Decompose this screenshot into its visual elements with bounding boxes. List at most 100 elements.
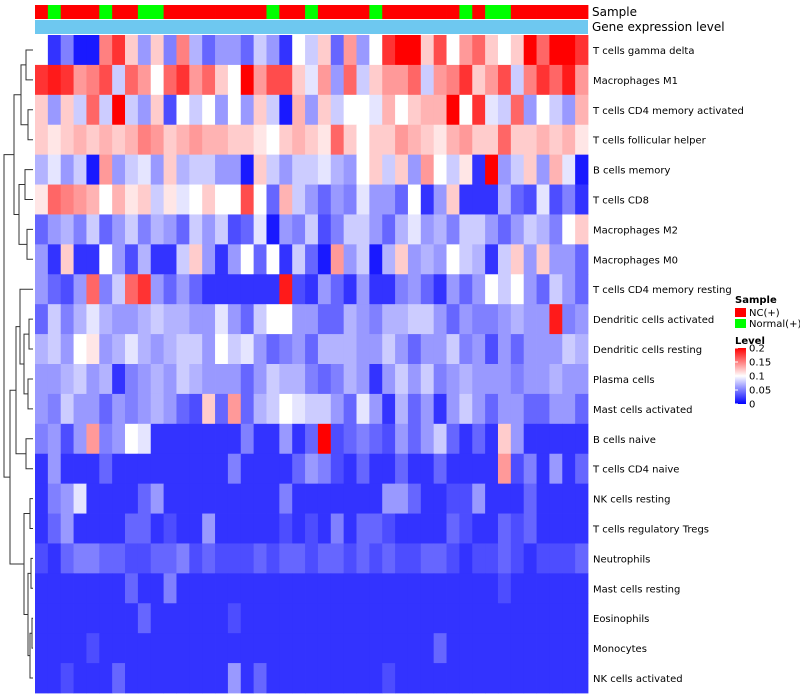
heatmap-cell bbox=[47, 35, 62, 66]
heatmap-cell bbox=[35, 663, 49, 694]
heatmap-cell bbox=[137, 214, 152, 245]
heatmap-cell bbox=[330, 543, 345, 574]
heatmap-cell bbox=[382, 304, 396, 335]
heatmap-cell bbox=[549, 64, 563, 96]
heatmap-cell bbox=[279, 453, 293, 485]
heatmap-cell bbox=[292, 513, 306, 544]
heatmap-cell bbox=[497, 94, 512, 126]
heatmap-cell bbox=[497, 543, 512, 574]
sample-annotation-cell bbox=[86, 5, 100, 19]
heatmap-cell bbox=[73, 304, 87, 335]
heatmap-cell bbox=[369, 214, 383, 245]
heatmap-cell bbox=[459, 244, 473, 275]
heatmap-cell bbox=[47, 483, 62, 514]
heatmap-cell bbox=[99, 483, 113, 514]
heatmap-cell bbox=[163, 663, 177, 694]
heatmap-cell bbox=[395, 94, 409, 126]
heatmap-cell bbox=[523, 603, 537, 634]
heatmap-cell bbox=[125, 483, 139, 514]
heatmap-cell bbox=[305, 184, 319, 215]
heatmap-cell bbox=[562, 603, 576, 634]
heatmap-cell bbox=[420, 304, 435, 335]
heatmap-cell bbox=[485, 603, 499, 634]
heatmap-cell bbox=[215, 154, 229, 185]
heatmap-cell bbox=[137, 633, 152, 664]
heatmap-cell bbox=[562, 124, 576, 156]
heatmap-cell bbox=[549, 633, 563, 664]
heatmap-cell bbox=[562, 663, 576, 694]
heatmap-cell bbox=[330, 304, 345, 335]
heatmap-cell bbox=[459, 543, 473, 574]
heatmap-cell bbox=[292, 453, 306, 485]
heatmap-cell bbox=[472, 304, 486, 335]
heatmap-cell bbox=[485, 35, 499, 66]
sample-annotation-cell bbox=[369, 5, 383, 19]
heatmap-cell bbox=[497, 633, 512, 664]
heatmap-cell bbox=[99, 453, 113, 485]
heatmap-cell bbox=[279, 633, 293, 664]
heatmap-cell bbox=[382, 573, 396, 604]
heatmap-cell bbox=[99, 244, 113, 275]
heatmap-cell bbox=[472, 124, 486, 156]
heatmap-cell bbox=[330, 423, 345, 455]
sample-annotation-cell bbox=[420, 5, 435, 19]
heatmap-cell bbox=[575, 633, 589, 664]
heatmap-cell bbox=[395, 513, 409, 544]
heatmap-cell bbox=[163, 573, 177, 604]
sample-annotation-cell bbox=[35, 5, 49, 19]
heatmap-cell bbox=[433, 184, 447, 215]
heatmap-cell bbox=[472, 334, 486, 365]
heatmap-cell bbox=[510, 573, 525, 604]
heatmap-cell bbox=[420, 453, 435, 485]
heatmap-cell bbox=[47, 663, 62, 694]
heatmap-cell bbox=[510, 334, 525, 365]
heatmap-cell bbox=[292, 244, 306, 275]
expression-annotation-bar bbox=[35, 20, 588, 34]
heatmap-cell bbox=[575, 513, 589, 544]
sample-annotation-cell bbox=[575, 5, 589, 19]
heatmap-cell bbox=[125, 214, 139, 245]
heatmap-cell bbox=[227, 513, 242, 544]
heatmap-cell bbox=[253, 364, 267, 395]
heatmap-cell bbox=[125, 393, 139, 425]
heatmap-cell bbox=[227, 573, 242, 604]
heatmap-cell bbox=[369, 513, 383, 544]
heatmap-cell bbox=[35, 483, 49, 514]
heatmap-cell bbox=[73, 214, 87, 245]
heatmap-cell bbox=[433, 573, 447, 604]
row-label: NK cells activated bbox=[593, 674, 683, 685]
heatmap-cell bbox=[112, 633, 126, 664]
heatmap-cell bbox=[330, 663, 345, 694]
heatmap-cell bbox=[189, 483, 203, 514]
heatmap-cell bbox=[523, 513, 537, 544]
heatmap-cell bbox=[35, 423, 49, 455]
legend-swatch-nc bbox=[735, 308, 746, 317]
heatmap-cell bbox=[125, 603, 139, 634]
heatmap-cell bbox=[150, 184, 164, 215]
heatmap-cell bbox=[189, 184, 203, 215]
heatmap-cell bbox=[459, 663, 473, 694]
heatmap-cell bbox=[549, 35, 563, 66]
heatmap-cell bbox=[485, 334, 499, 365]
heatmap-cell bbox=[189, 633, 203, 664]
heatmap-cell bbox=[176, 35, 190, 66]
heatmap-cell bbox=[202, 603, 216, 634]
heatmap-cell bbox=[86, 214, 100, 245]
heatmap-cell bbox=[497, 64, 512, 96]
heatmap-cell bbox=[292, 663, 306, 694]
heatmap-cell bbox=[266, 423, 280, 455]
heatmap-cell bbox=[497, 513, 512, 544]
heatmap-cell bbox=[292, 334, 306, 365]
heatmap-cell bbox=[305, 453, 319, 485]
heatmap-cell bbox=[279, 244, 293, 275]
heatmap-cell bbox=[292, 573, 306, 604]
heatmap-cell bbox=[356, 35, 370, 66]
heatmap-cell bbox=[112, 603, 126, 634]
heatmap-cell bbox=[575, 423, 589, 455]
heatmap-cell bbox=[575, 603, 589, 634]
heatmap-cell bbox=[163, 244, 177, 275]
heatmap-cell bbox=[176, 513, 190, 544]
heatmap-cell bbox=[227, 304, 242, 335]
heatmap-cell bbox=[163, 423, 177, 455]
heatmap-cell bbox=[60, 154, 74, 185]
